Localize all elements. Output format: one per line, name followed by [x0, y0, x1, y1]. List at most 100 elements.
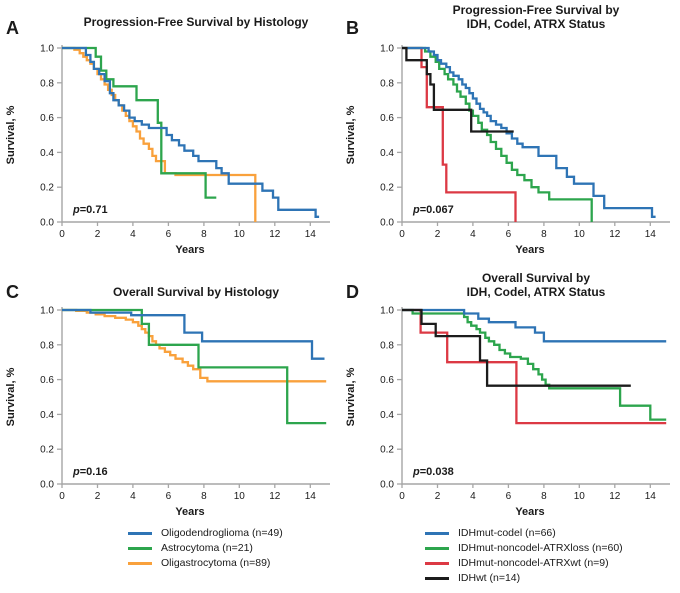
legend-line-swatch [128, 547, 152, 550]
x-tick-label: 10 [234, 491, 246, 502]
km-curve-idhmut-codel-n-66- [402, 308, 667, 343]
y-tick-label: 0.6 [380, 113, 394, 124]
legend-label: IDHmut-noncodel-ATRXloss (n=60) [458, 542, 623, 554]
x-tick-label: 2 [95, 229, 101, 240]
legend-label: IDHmut-noncodel-ATRXwt (n=9) [458, 557, 609, 569]
x-tick-label: 12 [269, 229, 281, 240]
x-tick-label: 4 [470, 491, 476, 502]
y-tick-label: 1.0 [40, 306, 54, 317]
km-curve-idhmut-codel-n-66- [402, 46, 656, 218]
x-tick-label: 14 [645, 491, 657, 502]
x-axis-label: Years [515, 244, 544, 256]
legend-item: Oligastrocytoma (n=89) [128, 556, 283, 571]
x-tick-label: 4 [470, 229, 476, 240]
x-tick-label: 0 [399, 229, 405, 240]
legend-item: IDHmut-noncodel-ATRXloss (n=60) [425, 541, 623, 556]
y-tick-label: 0.4 [40, 410, 54, 421]
x-tick-label: 2 [435, 229, 441, 240]
y-tick-label: 0.8 [380, 78, 394, 89]
chart-title: IDH, Codel, ATRX Status [467, 285, 606, 299]
y-axis-label: Survival, % [345, 105, 357, 164]
x-tick-label: 10 [574, 229, 586, 240]
km-curve-astrocytoma-n-21- [62, 46, 217, 199]
x-tick-label: 8 [201, 229, 207, 240]
panel-C-chart: C Overall Survival by Histology 0 2 4 6 8 10 12 1… [5, 282, 330, 518]
x-tick-label: 6 [506, 491, 512, 502]
x-axis-label: Years [515, 506, 544, 518]
panel-letter: B [346, 18, 359, 38]
x-tick-label: 6 [166, 491, 172, 502]
y-tick-label: 1.0 [380, 44, 394, 55]
x-tick-label: 10 [574, 491, 586, 502]
y-tick-label: 0.2 [40, 445, 54, 456]
x-axis-label: Years [175, 506, 204, 518]
legend-line-swatch [425, 562, 449, 565]
x-tick-label: 12 [609, 229, 621, 240]
x-tick-label: 8 [201, 491, 207, 502]
x-tick-label: 2 [95, 491, 101, 502]
y-tick-label: 0.0 [40, 218, 54, 229]
legend-label: Oligastrocytoma (n=89) [161, 557, 271, 569]
p-value: p=0.16 [72, 466, 108, 478]
x-tick-label: 12 [609, 491, 621, 502]
chart-title: IDH, Codel, ATRX Status [467, 17, 606, 31]
y-tick-label: 0.0 [380, 480, 394, 491]
x-tick-label: 6 [166, 229, 172, 240]
legend-molecular: IDHmut-codel (n=66) IDHmut-noncodel-ATRX… [425, 526, 623, 586]
legend-label: IDHmut-codel (n=66) [458, 527, 556, 539]
y-tick-label: 0.8 [40, 340, 54, 351]
panel-letter: D [346, 282, 359, 302]
y-axis-label: Survival, % [345, 367, 357, 426]
y-tick-label: 0.2 [40, 183, 54, 194]
y-tick-label: 0.2 [380, 183, 394, 194]
x-tick-label: 14 [645, 229, 657, 240]
legend-line-swatch [128, 532, 152, 535]
chart-title: Progression-Free Survival by [453, 3, 620, 17]
x-tick-label: 0 [59, 491, 65, 502]
y-tick-label: 0.0 [380, 218, 394, 229]
legend-label: IDHwt (n=14) [458, 572, 521, 584]
y-axis-label: Survival, % [5, 367, 17, 426]
x-tick-label: 14 [305, 491, 317, 502]
x-tick-label: 8 [541, 229, 547, 240]
p-value: p=0.038 [412, 466, 454, 478]
y-tick-label: 0.8 [380, 340, 394, 351]
panel-A-chart: A Progression-Free Survival by Histology 0… [5, 15, 330, 256]
panel-grid: A Progression-Free Survival by Histology 0… [5, 3, 670, 518]
y-tick-label: 1.0 [380, 306, 394, 317]
km-curve-idhmut-noncodel-atrxwt-n-9- [402, 46, 517, 222]
y-tick-label: 0.6 [380, 375, 394, 386]
y-axis-label: Survival, % [5, 105, 17, 164]
km-curve-idhmut-noncodel-atrxloss-n-60- [402, 308, 667, 421]
y-tick-label: 1.0 [40, 44, 54, 55]
x-tick-label: 14 [305, 229, 317, 240]
x-tick-label: 0 [399, 491, 405, 502]
y-tick-label: 0.6 [40, 375, 54, 386]
km-curve-astrocytoma-n-21- [62, 308, 327, 425]
legend-item: IDHmut-noncodel-ATRXwt (n=9) [425, 556, 623, 571]
p-value: p=0.71 [72, 204, 108, 216]
chart-title: Progression-Free Survival by Histology [84, 15, 309, 29]
legend-histology: Oligodendroglioma (n=49) Astrocytoma (n=… [128, 526, 283, 571]
legend-item: IDHmut-codel (n=66) [425, 526, 623, 541]
km-curve-oligastrocytoma-n-89- [62, 46, 257, 222]
legend-line-swatch [425, 577, 449, 580]
x-tick-label: 4 [130, 229, 136, 240]
x-tick-label: 6 [506, 229, 512, 240]
panel-letter: A [6, 18, 19, 38]
km-curve-idhwt-n-14- [402, 46, 514, 133]
legend-label: Oligodendroglioma (n=49) [161, 527, 283, 539]
legend-item: IDHwt (n=14) [425, 571, 623, 586]
km-curve-idhwt-n-14- [402, 308, 631, 387]
x-axis-label: Years [175, 244, 204, 256]
km-curve-oligodendroglioma-n-49- [62, 308, 325, 360]
legend-item: Astrocytoma (n=21) [128, 541, 283, 556]
y-tick-label: 0.8 [40, 78, 54, 89]
chart-title: Overall Survival by [482, 271, 590, 285]
x-tick-label: 12 [269, 491, 281, 502]
y-tick-label: 0.4 [380, 410, 394, 421]
x-tick-label: 0 [59, 229, 65, 240]
legend-item: Oligodendroglioma (n=49) [128, 526, 283, 541]
